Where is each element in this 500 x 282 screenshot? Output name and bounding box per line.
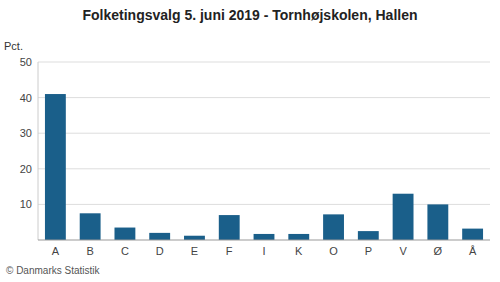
y-tick-label: 10 [20,198,32,210]
footer: © Danmarks Statistik [6,265,101,276]
title: Folketingsvalg 5. juni 2019 - Tornhøjsko… [82,7,417,23]
chart-container: Folketingsvalg 5. juni 2019 - Tornhøjsko… [0,0,500,282]
x-tick-label: K [295,245,303,257]
x-tick-label: A [52,245,60,257]
bar [323,214,344,240]
x-tick-label: V [399,245,407,257]
chart: Folketingsvalg 5. juni 2019 - Tornhøjsko… [0,0,500,282]
bar [254,234,275,240]
y-axis-label: Pct. [4,40,23,52]
x-tick-label: D [156,245,164,257]
bar [288,234,309,240]
y-tick-label: 50 [20,56,32,68]
bar [45,94,66,240]
y-tick-label: 40 [20,92,32,104]
x-tick-label: Ø [434,245,443,257]
y-tick-label: 20 [20,163,32,175]
grid-line [38,133,490,134]
bars [45,94,483,240]
grid-line [38,204,490,205]
bar [462,229,483,240]
bar [219,215,240,240]
bar [114,228,135,240]
grid-line [38,168,490,169]
bar [427,204,448,240]
y-tick-label: 30 [20,127,32,139]
bar [184,236,205,240]
x-tick-label: O [329,245,338,257]
y-axis-line [38,62,39,240]
x-tick-label: C [121,245,129,257]
grid [38,62,490,204]
x-axis-line [38,240,490,241]
x-tick-label: E [191,245,198,257]
x-tick-label: P [365,245,372,257]
bar [393,194,414,240]
bar [358,231,379,240]
x-tick-label: Å [469,245,477,257]
bar [149,233,170,240]
x-tick-label: I [262,245,265,257]
grid-line [38,62,490,63]
bar [80,213,101,240]
x-tick-label: B [86,245,93,257]
x-tick-label: F [226,245,233,257]
grid-line [38,97,490,98]
